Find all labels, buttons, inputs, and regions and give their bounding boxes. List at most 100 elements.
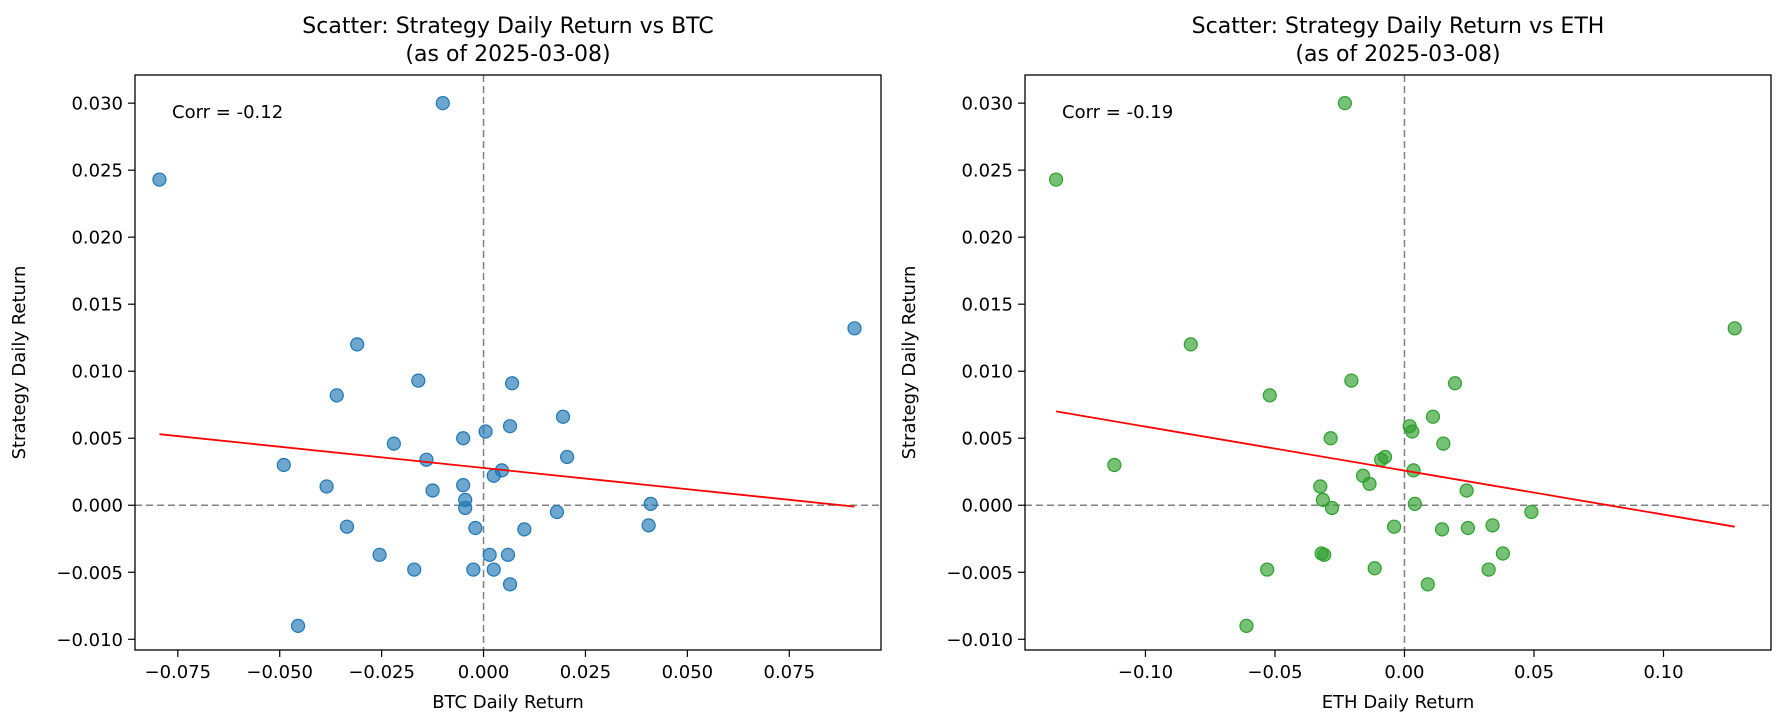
y-tick-label: 0.010 [961,362,1013,383]
data-point [1107,457,1122,473]
y-tick-label: 0.030 [961,94,1013,115]
data-point [466,562,481,577]
data-point [276,457,291,473]
x-tick-label: 0.10 [1643,662,1683,683]
y-tick-label: 0.010 [71,362,123,383]
data-point [478,424,493,439]
data-point [1447,376,1463,391]
data-point [1337,96,1352,111]
data-point [1485,518,1500,533]
data-point [339,519,355,534]
data-point [1434,522,1450,537]
subplot-btc: Scatter: Strategy Daily Return vs BTC (as… [9,14,882,713]
data-point [1495,546,1511,561]
subplot-eth: Scatter: Strategy Daily Return vs ETH (as… [899,14,1772,713]
data-point [152,172,167,187]
data-point [468,520,483,536]
data-point [555,409,571,424]
chart-title: Scatter: Strategy Daily Return vs BTC [302,14,713,39]
data-point [1313,479,1328,494]
x-tick-label: −0.050 [246,662,313,683]
data-point [372,547,387,562]
data-point [847,321,862,336]
data-point [1317,547,1332,562]
regression-line [1055,410,1735,528]
data-point [500,547,516,562]
data-point [560,449,575,465]
x-tick-label: −0.025 [348,662,415,683]
y-tick-label: 0.020 [961,228,1013,249]
y-tick-label: 0.015 [961,295,1013,316]
y-tick-label: −0.010 [56,630,123,651]
y-tick-label: 0.025 [71,161,123,182]
y-tick-label: 0.025 [961,161,1013,182]
chart-subtitle: (as of 2025-03-08) [405,42,610,67]
data-point [1481,562,1496,577]
data-point [1405,424,1420,439]
x-tick-label: −0.05 [1247,662,1302,683]
data-point [1406,463,1421,478]
data-point [407,562,422,577]
data-point [456,431,471,446]
data-point [1315,492,1330,507]
data-point [419,452,434,467]
data-point [643,496,658,512]
plot-frame [1024,74,1772,651]
x-axis-label: BTC Daily Return [432,692,584,713]
data-point [1374,452,1389,467]
data-point [386,436,401,451]
x-tick-label: −0.075 [144,662,211,683]
data-point [1183,337,1198,352]
correlation-annotation: Corr = -0.19 [1062,102,1173,123]
x-tick-label: 0.025 [560,662,612,683]
data-point [1420,577,1435,592]
data-point [504,376,520,391]
data-point [1239,618,1254,633]
data-point [458,500,473,516]
data-point [1459,483,1474,498]
data-point [1262,388,1277,403]
data-point [1407,496,1422,512]
data-point [486,468,501,483]
x-tick-label: 0.000 [458,662,510,683]
data-point [502,419,518,434]
y-tick-label: 0.020 [71,228,123,249]
data-point [641,518,656,533]
data-point [1323,431,1338,446]
y-tick-label: 0.005 [961,429,1013,450]
x-axis-label: ETH Daily Return [1322,692,1475,713]
y-tick-label: 0.000 [961,496,1013,517]
data-point [1324,500,1340,516]
data-point [319,479,334,494]
y-axis-label: Strategy Daily Return [899,266,920,460]
plot-frame [134,74,882,651]
data-point [350,337,365,352]
data-point [1460,520,1476,536]
data-point [482,547,497,562]
data-point [411,373,426,388]
y-axis-label: Strategy Daily Return [9,266,30,460]
data-point [1362,476,1377,491]
data-point [1524,504,1539,520]
data-point [1367,561,1382,576]
data-point [290,618,306,633]
data-point [1260,562,1275,577]
data-point [1436,436,1451,451]
x-tick-label: 0.05 [1514,662,1554,683]
y-tick-label: −0.010 [946,630,1013,651]
data-point [425,483,440,498]
data-point [1727,321,1742,336]
x-tick-label: 0.00 [1384,662,1424,683]
data-point [435,96,450,111]
data-point [502,577,518,592]
data-point [549,504,565,520]
y-tick-label: 0.005 [71,429,123,450]
y-tick-label: 0.030 [71,94,123,115]
data-point [1344,373,1359,388]
data-point [1425,409,1441,424]
regression-line [159,433,855,508]
y-tick-label: −0.005 [56,563,123,584]
data-point [517,522,532,537]
correlation-annotation: Corr = -0.12 [172,102,283,123]
